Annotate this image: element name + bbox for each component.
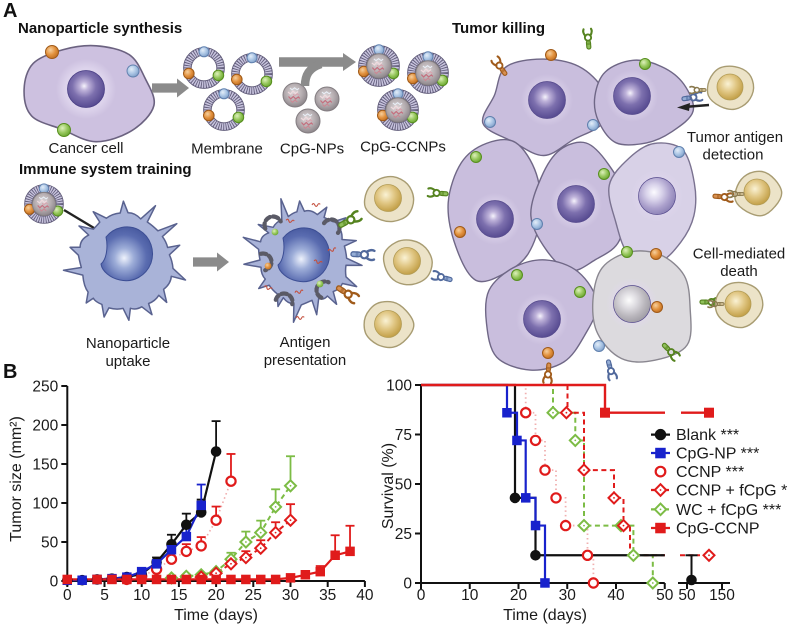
svg-text:0: 0 — [417, 587, 426, 604]
svg-text:35: 35 — [319, 587, 336, 604]
svg-text:CpG-CCNPs: CpG-CCNPs — [360, 139, 446, 156]
svg-text:Blank ***: Blank *** — [676, 427, 739, 444]
svg-text:CpG-NP ***: CpG-NP *** — [676, 446, 759, 463]
svg-text:200: 200 — [32, 418, 58, 435]
svg-text:250: 250 — [32, 379, 58, 396]
svg-text:50: 50 — [656, 587, 674, 604]
svg-text:5: 5 — [100, 587, 109, 604]
svg-text:Time (days): Time (days) — [174, 607, 258, 624]
svg-text:100: 100 — [386, 378, 412, 395]
svg-text:75: 75 — [395, 427, 412, 444]
svg-text:50: 50 — [395, 477, 413, 494]
svg-text:A: A — [3, 0, 17, 22]
svg-text:detection: detection — [703, 147, 764, 164]
svg-text:death: death — [720, 263, 758, 280]
svg-text:0: 0 — [63, 587, 72, 604]
svg-text:Antigen: Antigen — [280, 334, 331, 351]
svg-text:CpG-CCNP: CpG-CCNP — [676, 521, 760, 538]
svg-text:150: 150 — [32, 457, 58, 474]
svg-text:15: 15 — [170, 587, 187, 604]
svg-text:WC + fCpG ***: WC + fCpG *** — [676, 502, 781, 519]
svg-text:100: 100 — [32, 496, 58, 513]
svg-text:10: 10 — [133, 587, 151, 604]
svg-text:Immune system training: Immune system training — [19, 161, 192, 178]
svg-text:Tumor killing: Tumor killing — [452, 20, 545, 37]
svg-text:Tumor antigen: Tumor antigen — [687, 129, 783, 146]
svg-text:Nanoparticle: Nanoparticle — [86, 335, 170, 352]
svg-text:Cancer cell: Cancer cell — [48, 140, 123, 157]
svg-text:CpG-NPs: CpG-NPs — [280, 141, 344, 158]
svg-text:Time (days): Time (days) — [503, 607, 587, 624]
svg-text:CCNP ***: CCNP *** — [676, 464, 744, 481]
svg-text:50: 50 — [678, 587, 696, 604]
svg-text:25: 25 — [395, 526, 412, 543]
svg-text:10: 10 — [461, 587, 479, 604]
svg-text:CCNP + fCpG *: CCNP + fCpG * — [676, 483, 787, 500]
svg-text:40: 40 — [356, 587, 374, 604]
svg-text:Survival (%): Survival (%) — [380, 443, 397, 529]
svg-text:40: 40 — [607, 587, 625, 604]
svg-text:30: 30 — [282, 587, 300, 604]
svg-text:30: 30 — [559, 587, 577, 604]
svg-text:50: 50 — [41, 535, 59, 552]
svg-text:0: 0 — [403, 576, 412, 593]
svg-text:presentation: presentation — [264, 352, 347, 369]
svg-text:25: 25 — [245, 587, 262, 604]
svg-text:Cell-mediated: Cell-mediated — [693, 246, 786, 263]
svg-text:Tumor size (mm²): Tumor size (mm²) — [8, 416, 25, 542]
svg-text:B: B — [3, 361, 17, 383]
svg-text:Membrane: Membrane — [191, 141, 263, 158]
svg-text:Nanoparticle synthesis: Nanoparticle synthesis — [18, 20, 182, 37]
svg-text:uptake: uptake — [105, 353, 150, 370]
svg-text:20: 20 — [510, 587, 528, 604]
svg-text:0: 0 — [50, 574, 59, 591]
svg-text:150: 150 — [709, 587, 735, 604]
svg-text:20: 20 — [207, 587, 225, 604]
